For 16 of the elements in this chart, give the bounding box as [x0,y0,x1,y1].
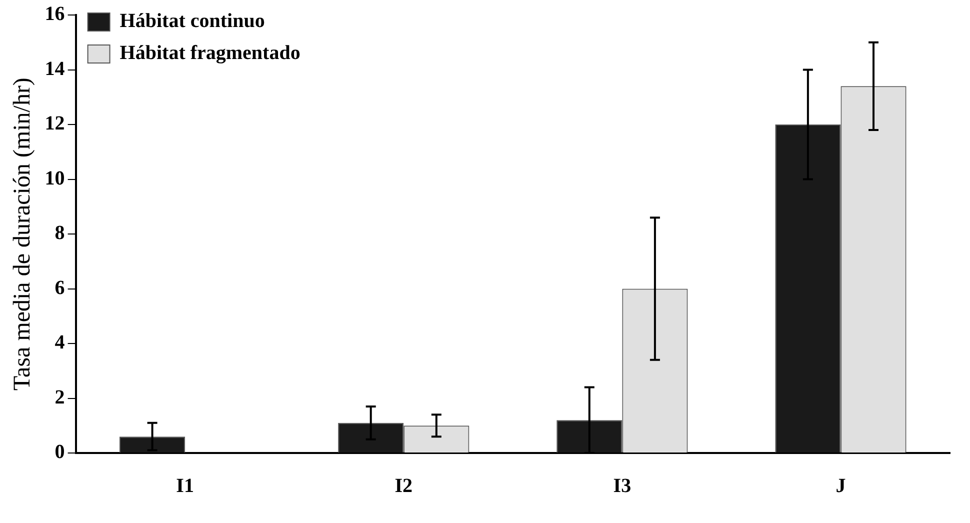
y-tick-label: 10 [44,167,65,190]
legend-label: Hábitat fragmentado [120,42,300,64]
y-tick-label: 8 [54,222,65,244]
y-tick-label: 6 [54,276,65,299]
y-tick-label: 12 [44,112,65,135]
x-tick-label: I3 [613,475,632,498]
y-tick-label: 4 [54,332,65,354]
y-axis-title: Tasa media de duración (min/hr) [10,78,36,390]
x-tick-label: I1 [176,475,194,498]
x-tick-label: J [836,475,846,498]
y-tick-label: 14 [44,58,65,80]
x-tick-label: I2 [394,475,413,498]
y-tick-label: 0 [54,441,65,464]
y-tick-label: 16 [44,3,65,26]
y-tick-label: 2 [54,386,65,408]
legend-label: Hábitat continuo [120,10,265,32]
